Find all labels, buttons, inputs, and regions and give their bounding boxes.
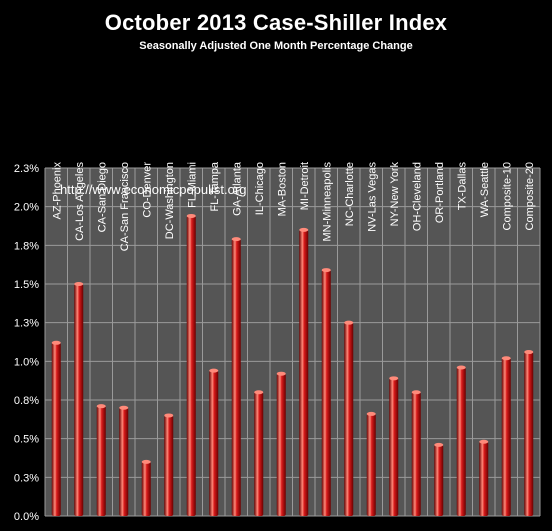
bar-cap <box>434 442 444 447</box>
x-tick-label: NC-Charlotte <box>344 162 356 226</box>
bar-cap <box>299 227 309 232</box>
bar <box>434 444 444 516</box>
watermark-text: http://www.economicpopulist.org <box>60 182 246 197</box>
bar <box>276 373 286 516</box>
y-tick-label: 1.5% <box>14 279 39 291</box>
x-tick-label: CO-Denver <box>141 162 153 218</box>
y-tick-label: 2.3% <box>14 163 39 175</box>
bar <box>119 407 129 516</box>
x-tick-label: OR-Portland <box>434 162 446 223</box>
chart-subtitle: Seasonally Adjusted One Month Percentage… <box>139 40 413 52</box>
bar-cap <box>119 405 129 410</box>
bar-cap <box>209 368 219 373</box>
x-tick-label: MI-Detroit <box>299 162 311 210</box>
chart-title: October 2013 Case-Shiller Index <box>104 10 448 35</box>
y-tick-label: 2.0% <box>14 202 39 214</box>
bar-cap <box>141 459 151 464</box>
bar <box>411 392 421 516</box>
bar <box>366 413 376 516</box>
bar <box>501 358 511 516</box>
bar-cap <box>524 350 534 355</box>
bar-cap <box>186 213 196 218</box>
x-tick-label: AZ-Phoenix <box>51 162 63 220</box>
bar <box>524 352 534 516</box>
x-tick-label: NV-Las Vegas <box>366 162 378 232</box>
bar-cap <box>366 411 376 416</box>
x-tick-label: CA-Los Angeles <box>74 162 86 241</box>
bar-cap <box>96 404 106 409</box>
bar-cap <box>276 371 286 376</box>
bar-cap <box>501 356 511 361</box>
bar <box>51 342 61 516</box>
x-tick-label: MA-Boston <box>276 162 288 216</box>
x-tick-label: IL-Chicago <box>254 162 266 215</box>
bar <box>74 284 84 516</box>
bar-cap <box>231 237 241 242</box>
y-tick-label: 1.3% <box>14 318 39 330</box>
bar-cap <box>74 282 84 286</box>
bar <box>321 270 331 516</box>
bar <box>479 441 489 516</box>
y-tick-label: 1.0% <box>14 356 39 368</box>
bar-cap <box>321 268 331 273</box>
bar-cap <box>164 413 174 418</box>
x-tick-label: FL-Miami <box>186 162 198 208</box>
bar <box>164 415 174 516</box>
bar-cap <box>479 439 489 444</box>
bar <box>456 367 466 516</box>
x-tick-label: NY-New York <box>389 162 401 227</box>
bar <box>389 378 399 516</box>
bar-cap <box>456 365 466 370</box>
bar <box>186 215 196 517</box>
bar-cap <box>411 390 421 395</box>
x-tick-label: CA-San Francisco <box>119 162 131 251</box>
bar-cap <box>389 376 399 381</box>
bar <box>96 406 106 516</box>
bar <box>299 229 309 516</box>
bar <box>209 370 219 516</box>
x-tick-label: FL-Tampa <box>209 161 221 211</box>
x-tick-label: GA-Atlanta <box>231 161 243 216</box>
bar <box>231 239 241 516</box>
x-tick-label: Composite-10 <box>501 162 513 230</box>
x-tick-label: MN-Minneapolis <box>321 162 333 242</box>
x-tick-label: DC-Washington <box>164 162 176 239</box>
y-tick-label: 0.5% <box>14 434 39 446</box>
bar <box>141 461 151 516</box>
bar <box>344 322 354 516</box>
y-tick-label: 0.0% <box>14 511 39 523</box>
x-tick-label: WA-Seattle <box>479 162 491 217</box>
y-tick-label: 0.3% <box>14 472 39 484</box>
x-tick-label: Composite-20 <box>524 162 536 230</box>
y-tick-label: 0.8% <box>14 395 39 407</box>
y-tick-label: 1.8% <box>14 240 39 252</box>
bar <box>254 392 264 516</box>
x-tick-label: CA-San Diego <box>96 162 108 232</box>
x-tick-label: TX-Dallas <box>456 162 468 211</box>
bar-cap <box>254 390 264 395</box>
x-tick-label: OH-Cleveland <box>411 162 423 231</box>
bar-cap <box>344 320 354 325</box>
bar-cap <box>51 340 61 345</box>
